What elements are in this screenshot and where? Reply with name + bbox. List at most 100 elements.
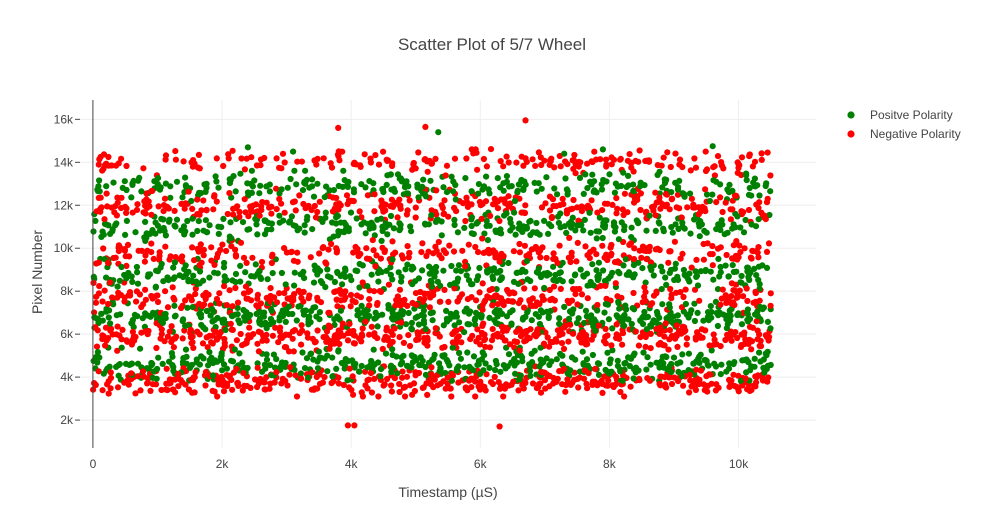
point-negative-polarity	[753, 374, 760, 381]
point-negative-polarity	[538, 204, 546, 211]
point-negative-polarity	[700, 256, 708, 263]
point-negative-polarity	[404, 243, 411, 250]
point-positive-polarity	[714, 286, 722, 293]
point-negative-polarity	[105, 378, 112, 385]
point-positive-polarity	[304, 213, 311, 220]
x-tick-label: 10k	[729, 457, 749, 471]
legend-item[interactable]: Positve Polarity	[847, 108, 953, 122]
point-negative-polarity	[479, 306, 486, 313]
point-negative-polarity	[118, 194, 125, 201]
point-positive-polarity	[182, 228, 189, 235]
point-negative-polarity	[142, 286, 149, 293]
point-positive-polarity	[599, 146, 607, 153]
point-negative-polarity	[273, 206, 280, 213]
point-positive-polarity	[334, 269, 341, 277]
point-positive-polarity	[408, 326, 416, 333]
point-positive-polarity	[472, 321, 479, 328]
point-positive-polarity	[333, 220, 340, 227]
point-negative-polarity	[250, 331, 257, 338]
point-negative-polarity	[564, 297, 571, 304]
point-positive-polarity	[557, 269, 564, 276]
point-positive-polarity	[397, 361, 404, 368]
point-negative-polarity	[316, 250, 323, 257]
point-positive-polarity	[632, 369, 639, 376]
point-positive-polarity	[368, 271, 375, 278]
point-positive-polarity	[330, 187, 337, 194]
point-negative-polarity	[347, 303, 354, 310]
point-negative-polarity	[495, 294, 502, 301]
point-negative-polarity	[189, 163, 196, 170]
point-negative-polarity	[350, 249, 357, 256]
point-positive-polarity	[160, 224, 167, 232]
point-negative-polarity	[608, 241, 615, 249]
point-positive-polarity	[317, 267, 324, 274]
point-negative-polarity	[268, 210, 275, 217]
point-negative-polarity	[237, 330, 244, 338]
point-positive-polarity	[237, 278, 244, 285]
point-positive-polarity	[682, 300, 690, 308]
point-negative-polarity	[361, 151, 368, 158]
point-positive-polarity	[547, 307, 554, 314]
point-negative-polarity	[718, 162, 726, 169]
point-negative-polarity	[549, 339, 557, 346]
legend[interactable]: Positve Polarity Negative Polarity	[847, 108, 961, 141]
point-negative-polarity	[421, 156, 428, 163]
point-positive-polarity	[475, 190, 482, 197]
point-negative-polarity	[559, 195, 566, 202]
point-positive-polarity	[229, 312, 236, 320]
point-positive-polarity	[240, 306, 247, 314]
point-positive-polarity	[398, 278, 405, 285]
point-negative-polarity	[455, 333, 462, 340]
point-negative-polarity	[168, 338, 175, 346]
point-negative-polarity	[263, 331, 270, 338]
point-negative-polarity	[217, 246, 224, 254]
point-positive-polarity	[574, 222, 581, 229]
point-negative-polarity	[232, 284, 239, 292]
point-positive-polarity	[647, 361, 654, 368]
point-negative-polarity	[282, 377, 289, 384]
point-positive-polarity	[715, 221, 722, 228]
point-negative-polarity	[754, 336, 761, 343]
point-positive-polarity	[659, 301, 666, 308]
point-negative-polarity	[468, 294, 475, 301]
point-negative-polarity	[505, 159, 512, 166]
legend-item[interactable]: Negative Polarity	[847, 127, 961, 141]
point-positive-polarity	[448, 377, 455, 384]
point-negative-polarity	[569, 157, 576, 164]
point-negative-polarity	[516, 240, 523, 248]
point-positive-polarity	[113, 312, 120, 319]
point-negative-polarity	[340, 381, 347, 389]
point-negative-polarity	[316, 198, 323, 205]
point-negative-polarity	[550, 374, 557, 382]
point-positive-polarity	[156, 186, 164, 193]
point-positive-polarity	[695, 220, 702, 227]
point-negative-polarity	[636, 147, 643, 154]
point-negative-polarity	[649, 300, 656, 307]
point-positive-polarity	[203, 184, 210, 191]
point-positive-polarity	[675, 225, 682, 233]
point-negative-polarity	[140, 373, 147, 380]
point-negative-polarity	[374, 335, 381, 342]
point-negative-polarity	[281, 245, 288, 252]
point-positive-polarity	[536, 231, 543, 238]
point-positive-polarity	[527, 277, 534, 285]
point-negative-polarity	[676, 161, 683, 168]
point-negative-polarity	[649, 204, 656, 211]
point-negative-polarity	[710, 331, 717, 338]
point-positive-polarity	[342, 362, 349, 370]
point-positive-polarity	[182, 346, 190, 353]
point-positive-polarity	[522, 268, 529, 275]
point-negative-polarity	[702, 327, 709, 334]
point-positive-polarity	[292, 222, 299, 230]
point-negative-polarity	[338, 290, 345, 297]
point-positive-polarity	[241, 313, 248, 321]
point-positive-polarity	[419, 267, 426, 274]
point-positive-polarity	[254, 231, 261, 238]
point-positive-polarity	[453, 267, 460, 274]
point-positive-polarity	[440, 184, 447, 191]
point-negative-polarity	[459, 247, 466, 254]
point-negative-polarity	[380, 208, 387, 215]
point-negative-polarity	[306, 292, 313, 299]
point-negative-polarity	[727, 216, 735, 223]
point-positive-polarity	[166, 358, 173, 365]
